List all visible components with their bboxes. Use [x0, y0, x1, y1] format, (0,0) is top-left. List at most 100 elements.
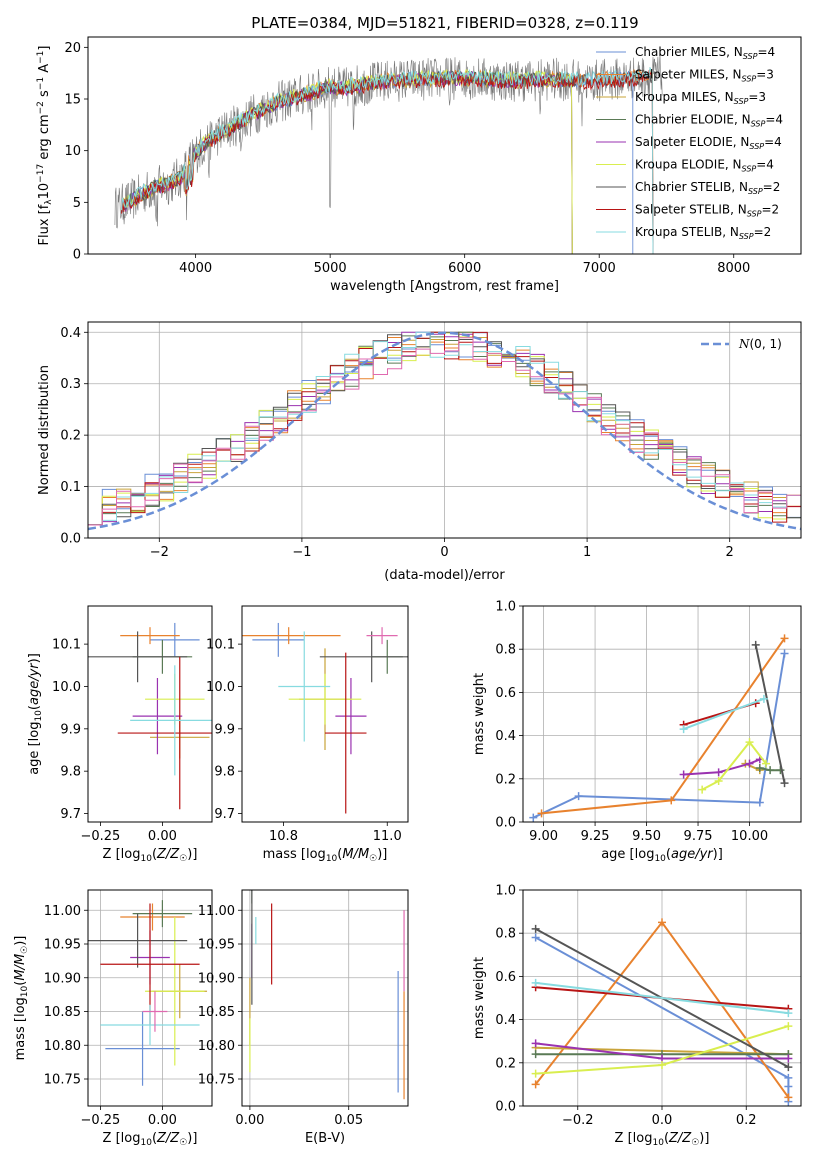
x-tick-label: 8000 [717, 261, 750, 276]
label-part: SSP [742, 165, 757, 174]
label-part: =3 [748, 90, 766, 104]
y-tick-label: 0.6 [495, 970, 516, 985]
x-tick-label: 0.0 [652, 1113, 673, 1128]
label-part: =4 [756, 158, 774, 172]
weight-point-marker [698, 785, 707, 794]
y-tick-label: 10.95 [198, 938, 235, 953]
weight-point-marker [759, 694, 768, 703]
weight-point-marker [784, 1054, 793, 1063]
y-tick-label: 10 [64, 144, 81, 159]
weight-point-marker [784, 1009, 793, 1018]
weight-point-marker [529, 813, 538, 822]
y-tick-label: 9.8 [214, 765, 235, 780]
x-tick-label: 9.25 [581, 829, 610, 844]
x-tick-label: −2 [150, 545, 169, 560]
weight-point-marker [745, 738, 754, 747]
label-part: Chabrier ELODIE, N [635, 113, 751, 127]
label-part: 10 [654, 854, 666, 864]
weight-point-marker [531, 1039, 540, 1048]
legend-entry-label: Chabrier ELODIE, NSSP=4 [635, 113, 783, 129]
label-part: λ [44, 199, 54, 205]
axes-frame [522, 889, 802, 1107]
x-tick-label: 9.50 [632, 829, 661, 844]
label-part: Z/Z [156, 1131, 180, 1146]
y-tick-label: 1.0 [495, 600, 516, 615]
x-tick-label: 9.75 [684, 829, 713, 844]
weight-series [755, 764, 785, 775]
x-tick-label: 9.00 [529, 829, 558, 844]
y-tick-label: 20 [64, 41, 81, 56]
weight-point-marker [679, 770, 688, 779]
y-tick-label: 9.9 [214, 722, 235, 737]
label-part: M/M [13, 954, 28, 981]
label-part: mass [log [13, 997, 28, 1060]
label-part: )] [13, 936, 28, 946]
errorbar-point [120, 627, 180, 645]
legend-entry-label: Kroupa STELIB, NSSP=2 [635, 225, 771, 241]
y-tick-label: 10.0 [206, 680, 235, 695]
weight-point-marker [784, 1022, 793, 1031]
y-tick-label: 10.85 [198, 1005, 235, 1020]
y-tick-label: 0.8 [495, 643, 516, 658]
label-part: =2 [761, 203, 779, 217]
y-tick-label: 0.0 [495, 1100, 516, 1115]
residual-histogram-step [88, 331, 801, 538]
errorbar-point [366, 627, 398, 645]
label-part: =4 [757, 45, 775, 59]
label-part: SSP [747, 210, 762, 219]
label-part: ( [337, 847, 342, 862]
label-part: Salpeter ELODIE, N [635, 135, 749, 149]
label-part: ( [152, 847, 157, 862]
label-part: Chabrier MILES, N [635, 45, 743, 59]
label-part: erg cm [37, 114, 52, 163]
label-part: Salpeter MILES, N [635, 68, 742, 82]
y-tick-label: 9.8 [60, 765, 81, 780]
y-tick-label: 0.4 [495, 1013, 516, 1028]
y-tick-label: 5 [73, 196, 81, 211]
label-part: A [37, 64, 52, 77]
plot-area-mass_vs_EBV [249, 890, 405, 1100]
label-part: SSP [748, 187, 763, 196]
plot-area-weight_vs_Z [531, 918, 793, 1106]
x-tick-label: −0.25 [80, 1113, 120, 1128]
axes-frame [241, 889, 409, 1107]
x-tick-label: 0.00 [235, 1113, 264, 1128]
weight-series [698, 738, 770, 794]
label-part: Z [log [615, 1131, 653, 1146]
weight-series-line [683, 697, 765, 731]
legend-entry-label: Salpeter STELIB, NSSP=2 [635, 203, 779, 219]
x-tick-label: 0.05 [334, 1113, 363, 1128]
axes-frame [522, 605, 802, 823]
weight-point-marker [658, 1060, 666, 1069]
label-part: Salpeter STELIB, N [635, 203, 747, 217]
weight-point-marker [784, 1082, 793, 1091]
x-tick-label: 6000 [448, 261, 481, 276]
label-part: Chabrier STELIB, N [635, 180, 748, 194]
weight-series-line [535, 981, 789, 1015]
errorbar-point [150, 622, 200, 657]
weight-point-marker [755, 764, 764, 772]
x-tick-label: 0.00 [148, 829, 177, 844]
weight-series [531, 1022, 793, 1078]
residual-legend: N(0, 1) [701, 337, 782, 351]
label-part: =2 [754, 225, 772, 239]
y-tick-label: 11.00 [44, 904, 81, 919]
weight-series-line [683, 758, 761, 776]
x-tick-label: −0.2 [562, 1113, 594, 1128]
label-part: )] [699, 1131, 709, 1146]
label-part: Flux [f [37, 204, 52, 245]
label-part: ( [152, 1131, 157, 1146]
weight-point-marker [784, 1093, 793, 1102]
y-tick-label: 10.1 [52, 638, 81, 653]
x-axis-label: (data-model)/error [384, 568, 505, 583]
y-tick-label: 0.8 [495, 927, 516, 942]
y-tick-label: 10.80 [198, 1039, 235, 1054]
weight-series [751, 640, 789, 788]
y-tick-label: 10.75 [44, 1073, 81, 1088]
plot-area-age_vs_mass [242, 622, 408, 814]
errorbar-point [319, 631, 408, 683]
x-axis-label: wavelength [Angstrom, rest frame] [330, 279, 559, 294]
label-part: age [log [27, 722, 42, 775]
x-tick-label: 0.00 [148, 1113, 177, 1128]
